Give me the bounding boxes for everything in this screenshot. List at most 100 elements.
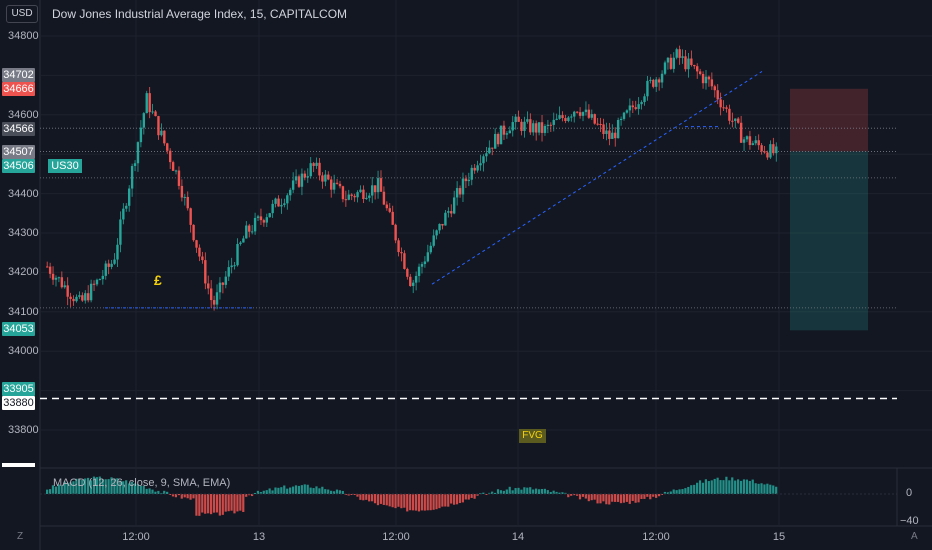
macd-histogram-bar xyxy=(555,491,558,494)
candle-body xyxy=(373,185,377,193)
candle-body xyxy=(286,195,289,204)
macd-histogram-bar xyxy=(499,490,503,494)
macd-histogram-bar xyxy=(710,480,713,494)
macd-histogram-bar xyxy=(145,488,148,494)
candle-body xyxy=(192,224,195,241)
macd-histogram-bar xyxy=(66,482,69,494)
candle-body xyxy=(596,123,599,125)
price-tick: 34000 xyxy=(8,345,39,357)
macd-histogram-bar xyxy=(297,485,301,494)
price-tag-target: 34053 xyxy=(2,322,35,336)
price-tag-stop: 34666 xyxy=(2,82,35,96)
candle-body xyxy=(365,197,368,200)
candle-body xyxy=(379,178,383,192)
candle-body xyxy=(224,276,228,285)
macd-histogram-bar xyxy=(136,484,139,494)
macd-histogram-bar xyxy=(204,494,207,514)
macd-histogram-bar xyxy=(649,494,652,500)
candle-body xyxy=(81,295,84,301)
currency-badge[interactable]: USD xyxy=(6,5,38,23)
candle-body xyxy=(388,208,391,212)
macd-histogram-bar xyxy=(177,494,180,496)
macd-histogram-bar xyxy=(473,494,476,499)
candle-body xyxy=(133,163,137,167)
candle-body xyxy=(625,110,629,113)
macd-histogram-bar xyxy=(403,494,406,508)
macd-histogram-bar xyxy=(534,488,538,494)
fvg-label[interactable]: FVG xyxy=(519,429,546,443)
time-tick: 12:00 xyxy=(382,531,410,543)
candle-body xyxy=(704,76,708,84)
price-tag-last: 34506 xyxy=(2,159,35,173)
macd-histogram-bar xyxy=(493,492,497,494)
candle-body xyxy=(125,205,128,209)
candle-body xyxy=(204,260,207,284)
macd-histogram-bar xyxy=(130,481,134,494)
macd-tick-minus: −40 xyxy=(900,515,919,527)
macd-histogram-bar xyxy=(564,492,567,494)
candle-body xyxy=(488,147,491,154)
macd-histogram-bar xyxy=(575,494,579,496)
macd-histogram-bar xyxy=(523,487,526,494)
candle-body xyxy=(435,230,438,236)
candle-body xyxy=(174,170,178,172)
price-tag-entry: 34507 xyxy=(2,145,35,159)
macd-histogram-bar xyxy=(452,494,456,505)
pound-annotation[interactable]: £ xyxy=(154,272,162,288)
macd-histogram-bar xyxy=(236,494,239,512)
candle-body xyxy=(605,130,608,135)
candle-body xyxy=(218,282,222,293)
macd-histogram-bar xyxy=(84,478,87,494)
candle-body xyxy=(452,197,456,214)
macd-histogram-bar xyxy=(154,491,157,494)
macd-histogram-bar xyxy=(532,489,535,494)
macd-histogram-bar xyxy=(461,494,464,503)
macd-histogram-bar xyxy=(221,494,224,515)
auto-scale-icon[interactable]: A xyxy=(911,531,918,542)
candle-body xyxy=(657,79,661,83)
macd-histogram-bar xyxy=(684,488,687,494)
macd-histogram-bar xyxy=(315,486,318,494)
time-tick-day: 15 xyxy=(772,531,786,543)
macd-histogram-bar xyxy=(63,481,66,494)
candle-body xyxy=(245,225,248,239)
macd-histogram-bar xyxy=(166,491,169,494)
candle-body xyxy=(256,216,260,218)
macd-histogram-bar xyxy=(335,489,339,494)
macd-histogram-bar xyxy=(330,490,333,494)
candle-body xyxy=(262,220,266,223)
candle-body xyxy=(649,79,652,81)
candle-body xyxy=(420,264,424,267)
candle-body xyxy=(719,99,722,108)
candle-body xyxy=(327,174,330,180)
candle-body xyxy=(775,146,778,154)
candle-body xyxy=(274,198,277,204)
macd-histogram-bar xyxy=(409,494,412,511)
candle-body xyxy=(403,253,406,269)
candle-body xyxy=(122,208,125,220)
time-tick-day: 14 xyxy=(511,531,525,543)
candle-body xyxy=(294,176,298,181)
macd-histogram-bar xyxy=(198,494,201,516)
macd-histogram-bar xyxy=(242,494,245,512)
candle-body xyxy=(66,285,69,297)
macd-histogram-bar xyxy=(707,481,710,494)
timezone-toggle-icon[interactable]: Z xyxy=(17,531,24,542)
macd-histogram-bar xyxy=(713,478,716,494)
macd-histogram-bar xyxy=(567,494,570,498)
macd-histogram-bar xyxy=(693,484,696,494)
macd-histogram-bar xyxy=(420,494,423,511)
macd-histogram-bar xyxy=(385,494,388,506)
macd-label[interactable]: MACD (12, 26, close, 9, SMA, EMA) xyxy=(53,477,231,489)
macd-histogram-bar xyxy=(763,484,766,494)
price-tag-dashed-line: 33880 xyxy=(2,396,35,410)
macd-histogram-bar xyxy=(681,489,684,494)
candle-body xyxy=(731,120,734,122)
macd-histogram-bar xyxy=(751,479,754,494)
macd-histogram-bar xyxy=(250,494,254,497)
candle-body xyxy=(136,142,140,164)
macd-histogram-bar xyxy=(373,494,377,504)
candle-body xyxy=(567,117,570,122)
time-tick-day: 13 xyxy=(252,531,266,543)
